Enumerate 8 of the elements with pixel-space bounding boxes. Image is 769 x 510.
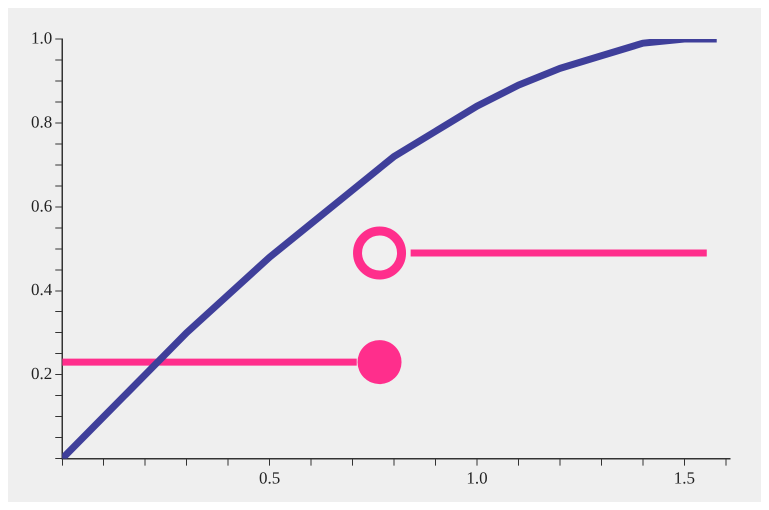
x-tick-label: 0.5 [259,468,280,488]
y-tick-label: 1.0 [31,28,52,48]
y-tick-label: 0.8 [31,112,52,132]
y-tick-label: 0.6 [31,196,52,216]
y-tick-label: 0.2 [31,364,52,384]
x-tick-label: 1.5 [674,468,695,488]
y-tick-label: 0.4 [31,280,53,300]
x-tick-label: 1.0 [466,468,488,488]
